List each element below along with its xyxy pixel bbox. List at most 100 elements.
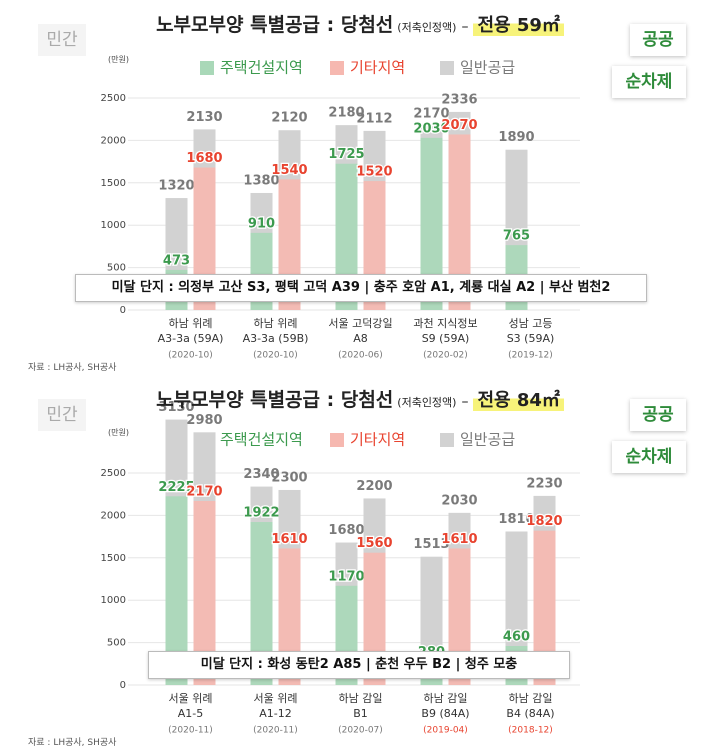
general-label: 2230: [526, 476, 562, 491]
title-separator: –: [461, 394, 469, 410]
value-label: 1540: [271, 163, 307, 178]
general-label: 1890: [498, 130, 534, 145]
x-tick-sublabel: A3-3a (59A): [158, 332, 224, 345]
value-label: 1725: [328, 147, 364, 162]
chart-title: 노부모부양 특별공급 : 당첨선: [156, 14, 394, 36]
value-label: 1680: [186, 151, 222, 166]
title-highlight: 전용 84㎡: [473, 390, 564, 411]
chart-subtitle: (저축인정액): [397, 21, 457, 34]
legend-swatch: [330, 433, 344, 447]
y-tick-label: 1500: [101, 553, 126, 564]
title-separator: –: [461, 19, 469, 35]
y-tick-label: 1000: [101, 595, 126, 606]
source: 자료 : LH공사, SH공사: [28, 363, 117, 373]
value-label: 473: [163, 253, 190, 268]
general-label: 2340: [243, 467, 279, 482]
x-tick-sublabel: S3 (59A): [507, 332, 555, 345]
chart: 0 500 1000 1500 2000 2500 (만원) 주택건설지역 기타지역 일반공급 31…: [101, 400, 580, 736]
value-label: 460: [503, 629, 530, 644]
x-tick-date: (2020-07): [338, 726, 383, 736]
general-label: 2980: [186, 413, 222, 428]
x-tick-date: (2019-12): [508, 351, 553, 361]
chart: 0 500 1000 1500 2000 2500 (만원) 주택건설지역 기타지역 일반공급 13…: [101, 55, 580, 361]
y-tick-label: 500: [107, 263, 126, 274]
x-tick-sublabel: A3-3a (59B): [243, 332, 309, 345]
x-tick-label: 성남 고등: [509, 317, 553, 330]
chart-panel: 0 500 1000 1500 2000 2500 (만원) 주택건설지역 기타지역 일반공급 31…: [0, 375, 720, 750]
y-tick-label: 0: [120, 680, 126, 691]
x-tick-label: 과천 지식정보: [413, 316, 477, 330]
bar: [193, 500, 216, 685]
x-tick-label: 서울 위례: [169, 692, 213, 705]
general-label: 2336: [441, 92, 477, 107]
bar: [165, 496, 188, 685]
legend-label: 주택건설지역: [220, 431, 303, 449]
general-label: 3130: [158, 400, 194, 415]
title-highlight: 전용 59㎡: [473, 15, 564, 36]
x-tick-date: (2020-11): [168, 726, 213, 736]
value-label: 1520: [356, 165, 392, 180]
x-tick-sublabel: B1: [353, 707, 368, 720]
badge: 민간: [38, 399, 86, 431]
note-box: 미달 단지 : 의정부 고산 S3, 평택 고덕 A39 | 충주 호암 A1,…: [75, 274, 647, 302]
bar: [533, 530, 556, 685]
legend-swatch: [200, 61, 214, 75]
y-tick-label: 2000: [101, 510, 126, 521]
bar: [250, 522, 273, 685]
value-label: 1610: [271, 532, 307, 547]
value-label: 1610: [441, 532, 477, 547]
x-tick-date: (2020-10): [168, 351, 213, 361]
chart-header: 노부모부양 특별공급 : 당첨선 (저축인정액) – 전용 84㎡: [0, 385, 720, 412]
x-tick-date: (2020-02): [423, 351, 468, 361]
general-label: 1513: [413, 537, 449, 552]
x-tick-date: (2018-12): [508, 726, 553, 736]
x-tick-sublabel: A8: [353, 332, 368, 345]
legend-swatch: [440, 433, 454, 447]
x-tick-date: (2020-11): [253, 726, 298, 736]
chart-panel: 0 500 1000 1500 2000 2500 (만원) 주택건설지역 기타지역 일반공급 13…: [0, 10, 720, 373]
x-tick-label: 서울 고덕강일: [328, 316, 392, 330]
value-label: 2030: [413, 121, 449, 136]
x-tick-label: 하남 감일: [509, 691, 553, 705]
legend-label: 주택건설지역: [220, 59, 303, 77]
y-tick-label: 1500: [101, 178, 126, 189]
legend-label: 일반공급: [460, 431, 515, 449]
badge: 순차제: [612, 441, 686, 473]
x-tick-label: 서울 위례: [254, 692, 298, 705]
general-label: 2130: [186, 110, 222, 125]
x-tick-label: 하남 감일: [339, 691, 383, 705]
value-label: 1560: [356, 536, 392, 551]
y-tick-label: 2000: [101, 135, 126, 146]
general-label: 1810: [498, 512, 534, 527]
x-tick-sublabel: B9 (84A): [421, 707, 469, 720]
general-label: 1380: [243, 173, 279, 188]
badge: 순차제: [612, 66, 686, 98]
bar: [278, 548, 301, 685]
general-label: 2300: [271, 470, 307, 485]
bar: [448, 548, 471, 685]
x-tick-label: 하남 위례: [169, 316, 213, 330]
bar: [335, 163, 358, 310]
x-tick-sublabel: S9 (59A): [422, 332, 470, 345]
chart-header: 노부모부양 특별공급 : 당첨선 (저축인정액) – 전용 59㎡: [0, 10, 720, 37]
value-label: 765: [503, 229, 530, 244]
badge: 공공: [630, 399, 686, 431]
general-label: 2170: [413, 106, 449, 121]
x-tick-sublabel: A1-12: [259, 707, 292, 720]
y-tick-label: 2500: [101, 93, 126, 104]
note-box: 미달 단지 : 화성 동탄2 A85 | 춘천 우두 B2 | 청주 모충: [148, 651, 570, 679]
general-label: 2112: [356, 111, 392, 126]
value-label: 1820: [526, 514, 562, 529]
x-tick-label: 하남 위례: [254, 316, 298, 330]
chart-title: 노부모부양 특별공급 : 당첨선: [156, 389, 394, 411]
source: 자료 : LH공사, SH공사: [28, 738, 117, 748]
general-label: 2180: [328, 106, 364, 121]
y-tick-label: 0: [120, 305, 126, 316]
value-label: 1922: [243, 506, 279, 521]
legend-label: 기타지역: [350, 431, 405, 449]
value-label: 910: [248, 216, 275, 231]
y-tick-label: 2500: [101, 468, 126, 479]
y-tick-label: 1000: [101, 220, 126, 231]
legend-label: 기타지역: [350, 59, 405, 77]
